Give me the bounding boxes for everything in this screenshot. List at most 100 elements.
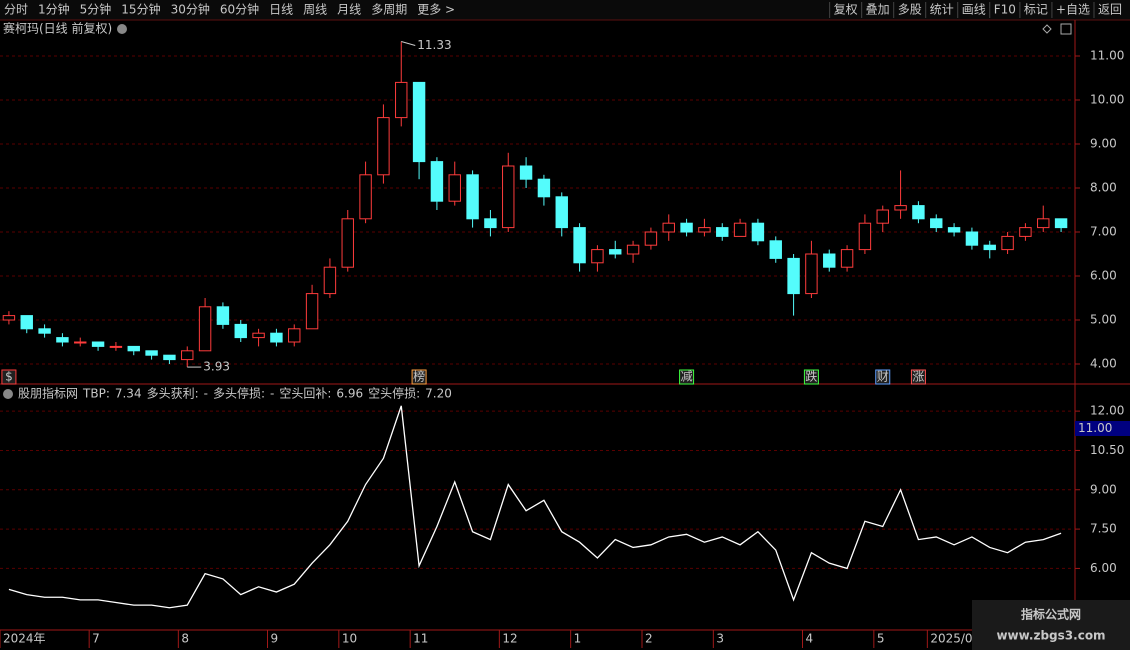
candle-body	[484, 218, 497, 229]
max-pointer	[401, 40, 416, 46]
toolbar-button[interactable]: 30分钟	[171, 2, 210, 17]
event-box	[411, 369, 427, 385]
candle-body	[537, 178, 551, 198]
candle-body	[20, 315, 33, 330]
diamond-icon	[1042, 24, 1052, 34]
candle-body	[555, 196, 568, 229]
candle-body	[751, 222, 765, 242]
y-tick-label: 10.00	[1090, 93, 1124, 107]
toolbar-button[interactable]: 画线	[962, 3, 986, 17]
candle-body	[74, 341, 87, 344]
candle-body	[288, 328, 301, 343]
candle-body	[323, 266, 337, 295]
toolbar-button[interactable]: +自选	[1056, 3, 1090, 17]
toolbar-button[interactable]: 叠加	[866, 3, 890, 17]
toolbar-button[interactable]: F10	[994, 3, 1016, 17]
candle-body	[448, 174, 461, 202]
x-tick-label: 5	[877, 632, 885, 646]
indicator-line	[8, 405, 1062, 609]
toolbar-button[interactable]: 更多 >	[417, 3, 455, 17]
candle-body	[305, 293, 319, 330]
toolbar-button[interactable]: 5分钟	[80, 2, 112, 17]
candle-body	[466, 174, 479, 220]
candle-body	[680, 222, 693, 233]
toolbar-button[interactable]: 分时	[4, 3, 28, 17]
candle-body	[198, 306, 212, 352]
candle-body	[1001, 235, 1014, 251]
legend-text: -	[270, 387, 274, 401]
y-tick-label: 5.00	[1090, 313, 1117, 327]
event-box	[1, 369, 17, 385]
toolbar-button[interactable]: 标记	[1024, 3, 1048, 17]
candle-body	[1019, 227, 1032, 237]
watermark-url: www.zbgs3.com	[996, 629, 1105, 643]
cursor-box	[1075, 421, 1130, 436]
candle-body	[858, 222, 872, 251]
candle-body	[733, 222, 747, 237]
x-tick-label: 3	[716, 632, 724, 646]
candle-body	[912, 205, 925, 220]
candle-body	[38, 328, 51, 334]
cursor-label: 11.00	[1078, 421, 1112, 435]
y-tick-label: 7.50	[1090, 522, 1117, 536]
y-tick-label: 10.50	[1090, 443, 1124, 457]
event-marker: 减	[681, 370, 693, 384]
toolbar-button[interactable]: 15分钟	[121, 2, 160, 17]
y-tick-label: 4.00	[1090, 357, 1117, 371]
candle-body	[109, 345, 123, 348]
toolbar-button[interactable]: 多周期	[371, 3, 407, 17]
event-marker: 榜	[413, 369, 425, 384]
x-tick-label: 12	[502, 632, 517, 646]
candle-body	[430, 161, 444, 202]
candle-body	[894, 205, 907, 211]
x-tick-label: 2025/0	[930, 632, 972, 646]
candle-body	[163, 354, 176, 361]
candle-body	[840, 249, 854, 268]
candle-body	[965, 231, 979, 246]
candle-body	[395, 81, 408, 119]
toolbar-button[interactable]: 多股	[898, 3, 922, 17]
legend-text: 7.20	[425, 387, 452, 401]
toolbar-button[interactable]: 周线	[303, 3, 327, 17]
x-tick-label: 8	[181, 632, 189, 646]
x-tick-label: 10	[342, 632, 357, 646]
toolbar-button[interactable]: 月线	[337, 3, 361, 17]
y-tick-label: 6.00	[1090, 269, 1117, 283]
toolbar-button[interactable]: 统计	[930, 3, 954, 17]
toolbar-button[interactable]: 返回	[1098, 3, 1122, 17]
candle-body	[412, 81, 426, 163]
candle-body	[216, 306, 230, 325]
candle-body	[876, 209, 889, 224]
toolbar-button[interactable]: 复权	[834, 3, 858, 17]
candle-body	[930, 218, 943, 229]
event-box	[875, 369, 891, 385]
candle-body	[2, 315, 16, 321]
event-marker: 跌	[805, 369, 817, 384]
x-tick-label: 7	[92, 632, 100, 646]
candle-body	[662, 222, 675, 233]
y-tick-label: 9.00	[1090, 482, 1117, 496]
candle-body	[1037, 218, 1050, 229]
toolbar-button[interactable]: 日线	[269, 3, 293, 17]
watermark-bg	[972, 600, 1130, 650]
candle-body	[573, 227, 586, 264]
candle-body	[769, 240, 782, 259]
max-label: 11.33	[417, 38, 451, 52]
y-tick-label: 7.00	[1090, 225, 1117, 239]
event-box	[679, 369, 695, 385]
candle-body	[127, 345, 140, 352]
x-tick-label: 11	[413, 632, 428, 646]
event-marker: $	[5, 370, 13, 384]
candle-body	[181, 350, 194, 361]
legend-text: 空头回补:	[279, 387, 331, 401]
y-tick-label: 11.00	[1090, 49, 1124, 63]
legend-text: 6.96	[336, 387, 363, 401]
toolbar-button[interactable]: 1分钟	[38, 2, 70, 17]
legend-text: 多头停损:	[213, 386, 265, 401]
legend-text: 多头获利:	[147, 387, 199, 401]
toolbar-button[interactable]: 60分钟	[220, 2, 259, 17]
candle-body	[644, 231, 658, 246]
candle-body	[234, 323, 247, 339]
